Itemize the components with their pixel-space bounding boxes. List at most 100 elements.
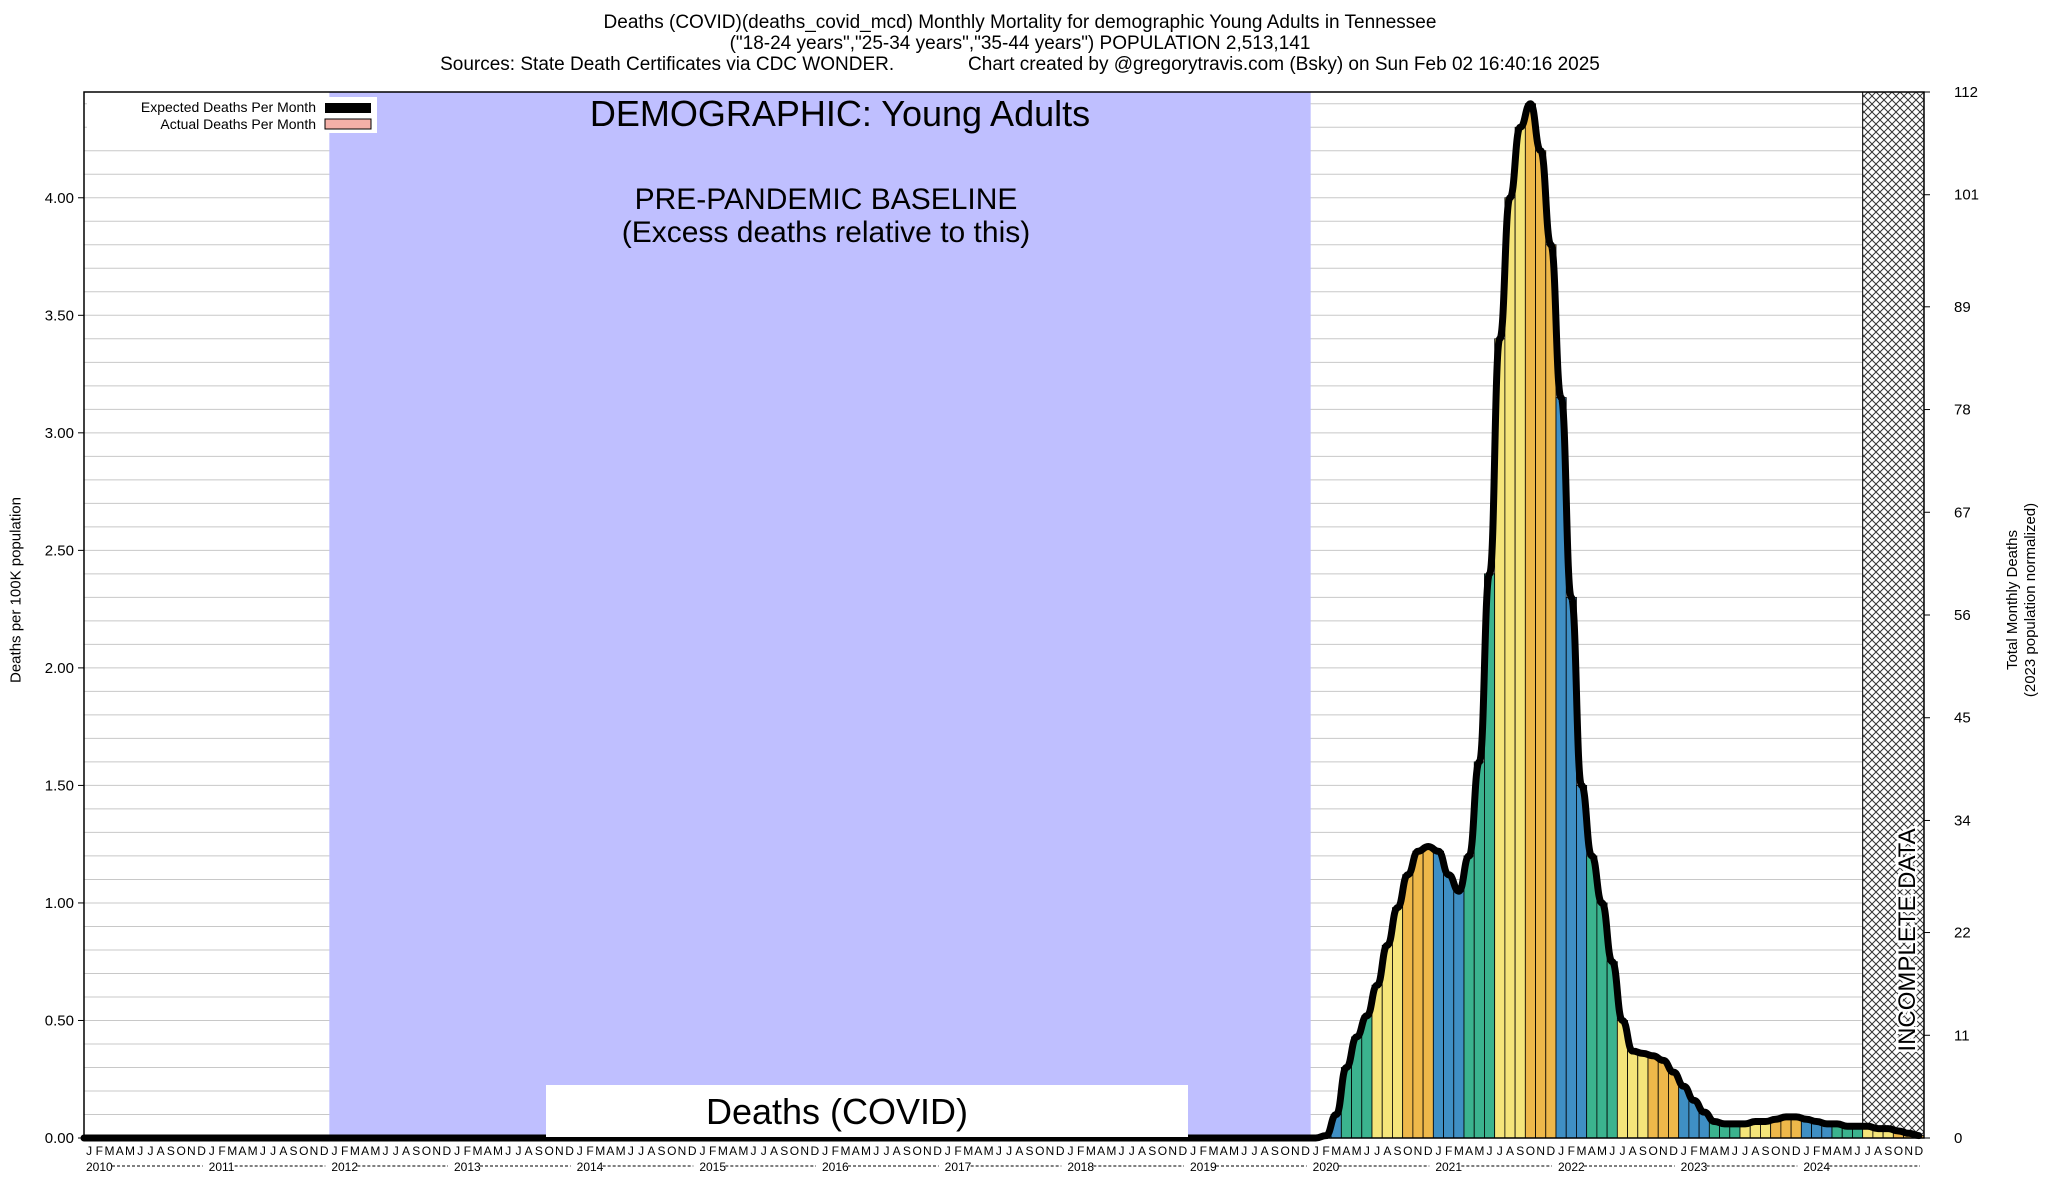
x-month-label: J xyxy=(1119,1144,1125,1158)
x-month-label: A xyxy=(1588,1144,1596,1158)
x-month-label: D xyxy=(1547,1144,1556,1158)
x-month-label: N xyxy=(310,1144,319,1158)
x-year-label: 2017 xyxy=(945,1160,972,1174)
right-tick-label: 34 xyxy=(1954,812,1971,829)
x-month-label: A xyxy=(852,1144,860,1158)
cause-label: Deaths (COVID) xyxy=(706,1091,968,1132)
x-month-label: S xyxy=(290,1144,298,1158)
x-year-label: 2014 xyxy=(577,1160,604,1174)
x-month-label: J xyxy=(1435,1144,1441,1158)
x-month-label: J xyxy=(1681,1144,1687,1158)
right-tick-label: 67 xyxy=(1954,504,1971,521)
x-month-label: J xyxy=(1803,1144,1809,1158)
right-tick-label: 78 xyxy=(1954,402,1971,419)
x-month-label: S xyxy=(1884,1144,1892,1158)
x-month-label: D xyxy=(811,1144,820,1158)
x-month-label: N xyxy=(555,1144,564,1158)
x-month-label: M xyxy=(1106,1144,1116,1158)
x-month-label: J xyxy=(873,1144,879,1158)
x-year-label: 2019 xyxy=(1190,1160,1217,1174)
baseline-region xyxy=(329,92,1311,1138)
x-month-label: S xyxy=(1026,1144,1034,1158)
bar-actual-deaths xyxy=(1422,846,1434,1139)
x-month-label: O xyxy=(544,1144,553,1158)
x-year-label: 2013 xyxy=(454,1160,481,1174)
x-month-label: M xyxy=(350,1144,360,1158)
x-month-label: M xyxy=(370,1144,380,1158)
x-month-label: J xyxy=(454,1144,460,1158)
x-month-label: A xyxy=(279,1144,287,1158)
bar-actual-deaths xyxy=(1524,103,1536,1139)
x-month-label: A xyxy=(1015,1144,1023,1158)
x-month-label: A xyxy=(525,1144,533,1158)
x-month-label: M xyxy=(248,1144,258,1158)
x-month-label: S xyxy=(903,1144,911,1158)
x-month-label: J xyxy=(1313,1144,1319,1158)
x-month-label: O xyxy=(1771,1144,1780,1158)
x-month-label: A xyxy=(402,1144,410,1158)
x-month-label: N xyxy=(1782,1144,1791,1158)
x-month-label: A xyxy=(1383,1144,1391,1158)
x-month-label: J xyxy=(1251,1144,1257,1158)
x-month-label: D xyxy=(320,1144,329,1158)
left-tick-label: 1.50 xyxy=(45,777,74,794)
legend-actual-swatch xyxy=(324,118,372,130)
x-month-label: F xyxy=(1322,1144,1329,1158)
x-month-label: S xyxy=(1394,1144,1402,1158)
x-month-label: S xyxy=(167,1144,175,1158)
bar-actual-deaths xyxy=(1443,874,1455,1139)
x-month-label: A xyxy=(238,1144,246,1158)
x-month-label: M xyxy=(473,1144,483,1158)
x-month-label: M xyxy=(1842,1144,1852,1158)
x-month-label: J xyxy=(137,1144,143,1158)
right-tick-label: 22 xyxy=(1954,925,1971,942)
x-month-label: J xyxy=(270,1144,276,1158)
legend: Expected Deaths Per Month Actual Deaths … xyxy=(87,97,377,133)
x-month-label: O xyxy=(422,1144,431,1158)
right-axis-label-line1: Total Monthly Deaths xyxy=(2004,529,2021,671)
x-month-label: S xyxy=(1271,1144,1279,1158)
x-month-label: J xyxy=(1006,1144,1012,1158)
legend-expected-swatch xyxy=(325,103,371,113)
incomplete-data-label: INCOMPLETE DATA xyxy=(1894,828,1921,1051)
x-month-label: F xyxy=(1077,1144,1084,1158)
x-month-label: M xyxy=(841,1144,851,1158)
x-month-label: J xyxy=(209,1144,215,1158)
left-tick-label: 1.00 xyxy=(45,895,74,912)
x-month-label: A xyxy=(484,1144,492,1158)
legend-actual-label: Actual Deaths Per Month xyxy=(160,116,316,132)
x-month-label: O xyxy=(1280,1144,1289,1158)
left-tick-label: 0.50 xyxy=(45,1012,74,1029)
x-month-label: M xyxy=(1699,1144,1709,1158)
x-month-label: J xyxy=(1374,1144,1380,1158)
x-month-label: J xyxy=(628,1144,634,1158)
x-month-label: J xyxy=(699,1144,705,1158)
x-month-label: A xyxy=(729,1144,737,1158)
x-month-label: A xyxy=(1097,1144,1105,1158)
demographic-annotation: DEMOGRAPHIC: Young Adults xyxy=(590,93,1090,134)
bar-actual-deaths xyxy=(1402,874,1414,1139)
x-month-label: J xyxy=(577,1144,583,1158)
right-tick-label: 45 xyxy=(1954,710,1971,727)
x-month-label: J xyxy=(761,1144,767,1158)
x-month-label: M xyxy=(125,1144,135,1158)
x-month-label: J xyxy=(1129,1144,1135,1158)
x-month-label: F xyxy=(218,1144,225,1158)
left-tick-label: 2.00 xyxy=(45,660,74,677)
x-month-label: M xyxy=(1822,1144,1832,1158)
x-month-label: M xyxy=(1229,1144,1239,1158)
x-month-label: N xyxy=(923,1144,932,1158)
bar-actual-deaths xyxy=(1627,1050,1639,1139)
x-month-label: M xyxy=(1454,1144,1464,1158)
x-month-label: F xyxy=(709,1144,716,1158)
right-tick-label: 101 xyxy=(1954,187,1979,204)
right-axis-label-line2: (2023 population normalized) xyxy=(2022,502,2039,698)
x-month-label: M xyxy=(227,1144,237,1158)
x-month-label: J xyxy=(505,1144,511,1158)
left-tick-label: 0.00 xyxy=(45,1130,74,1147)
x-year-label: 2016 xyxy=(822,1160,849,1174)
x-month-label: N xyxy=(1414,1144,1423,1158)
x-month-label: F xyxy=(1200,1144,1207,1158)
x-month-label: S xyxy=(535,1144,543,1158)
x-month-label: N xyxy=(1659,1144,1668,1158)
